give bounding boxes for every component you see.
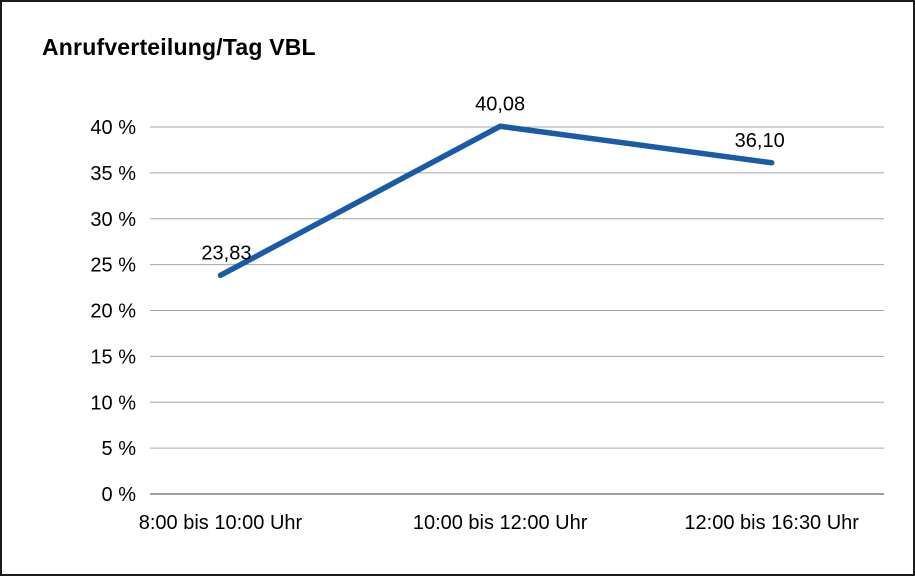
y-tick-label: 20 % <box>90 301 136 323</box>
y-tick-label: 30 % <box>90 209 136 231</box>
y-tick-label: 25 % <box>90 255 136 277</box>
y-tick-label: 10 % <box>90 392 136 414</box>
data-point-label: 36,10 <box>735 130 785 152</box>
x-tick-label: 8:00 bis 10:00 Uhr <box>139 512 303 534</box>
y-tick-label: 5 % <box>102 438 137 460</box>
data-point-label: 40,08 <box>475 93 525 115</box>
data-point-label: 23,83 <box>201 242 251 264</box>
y-tick-label: 15 % <box>90 346 136 368</box>
y-tick-label: 0 % <box>102 484 137 506</box>
data-line-series <box>217 123 775 279</box>
x-tick-label: 12:00 bis 16:30 Uhr <box>684 512 859 534</box>
x-tick-label: 10:00 bis 12:00 Uhr <box>413 512 588 534</box>
chart-title: Anrufverteilung/Tag VBL <box>42 34 316 60</box>
y-tick-label: 35 % <box>90 163 136 185</box>
y-tick-label: 40 % <box>90 117 136 139</box>
